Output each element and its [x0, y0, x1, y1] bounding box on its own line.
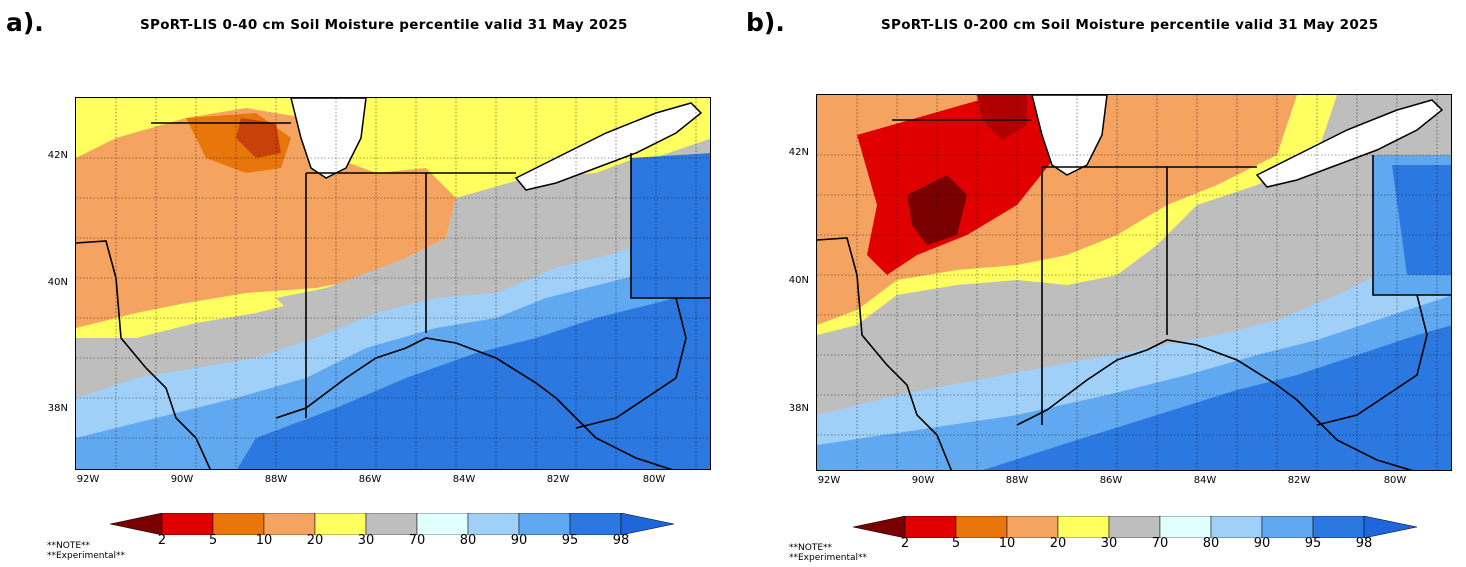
colorbar-tick: 5 — [208, 533, 218, 548]
colorbar-swatch-6 — [1159, 515, 1212, 539]
colorbar-swatch-0 — [109, 512, 163, 536]
colorbar-swatch-5 — [365, 512, 418, 536]
colorbar-tick: 20 — [1049, 536, 1067, 551]
lat-label-42n: 42N — [47, 150, 68, 161]
colorbar-swatch-1 — [161, 512, 214, 536]
panel-b: b). SPoRT-LIS 0-200 cm Soil Moisture per… — [741, 0, 1466, 567]
colorbar-swatch-10 — [1363, 515, 1418, 539]
colorbar-tick: 80 — [1202, 536, 1220, 551]
note-line: **NOTE** — [47, 541, 91, 551]
colorbar-swatch-4 — [1057, 515, 1110, 539]
colorbar-swatch-0 — [852, 515, 906, 539]
lon-label-86w: 86W — [358, 474, 382, 485]
map-title: SPoRT-LIS 0-200 cm Soil Moisture percent… — [881, 17, 1379, 33]
colorbar-tick: 95 — [1304, 536, 1322, 551]
colorbar-swatch-2 — [955, 515, 1008, 539]
experimental-note: **NOTE** **Experimental** — [47, 541, 125, 561]
colorbar — [109, 512, 675, 540]
colorbar-swatch-9 — [569, 512, 622, 536]
colorbar-tick: 95 — [561, 533, 579, 548]
colorbar — [852, 515, 1418, 543]
lon-label-82w: 82W — [546, 474, 570, 485]
colorbar-swatch-7 — [1210, 515, 1263, 539]
lat-label-38n: 38N — [47, 403, 68, 414]
lon-label-86w: 86W — [1099, 475, 1123, 486]
map-canvas — [76, 98, 710, 469]
colorbar-tick: 5 — [951, 536, 961, 551]
panel-a: a). SPoRT-LIS 0-40 cm Soil Moisture perc… — [6, 8, 711, 561]
colorbar-swatch-3 — [263, 512, 316, 536]
lon-label-80w: 80W — [642, 474, 666, 485]
colorbar-swatch-7 — [467, 512, 520, 536]
colorbar-tick: 30 — [1100, 536, 1118, 551]
colorbar-swatch-4 — [314, 512, 367, 536]
lat-label-42n: 42N — [788, 147, 809, 158]
soil-moisture-map — [816, 94, 1452, 471]
experimental-note: **NOTE** **Experimental** — [789, 543, 867, 563]
map-title: SPoRT-LIS 0-40 cm Soil Moisture percenti… — [140, 17, 628, 33]
colorbar-svg — [109, 512, 675, 536]
colorbar-swatch-2 — [212, 512, 265, 536]
colorbar-swatch-9 — [1312, 515, 1365, 539]
colorbar-tick: 10 — [255, 533, 273, 548]
note-line: **NOTE** — [789, 543, 833, 553]
colorbar-swatch-3 — [1006, 515, 1059, 539]
lon-label-82w: 82W — [1287, 475, 1311, 486]
lon-label-88w: 88W — [264, 474, 288, 485]
lat-label-38n: 38N — [788, 403, 809, 414]
panel-label: a). — [6, 8, 44, 37]
colorbar-tick: 98 — [1355, 536, 1373, 551]
colorbar-tick: 2 — [900, 536, 910, 551]
lat-label-40n: 40N — [47, 277, 68, 288]
colorbar-tick: 90 — [510, 533, 528, 548]
colorbar-svg — [852, 515, 1418, 539]
soil-moisture-map — [75, 97, 711, 470]
lon-label-90w: 90W — [911, 475, 935, 486]
colorbar-swatch-8 — [1261, 515, 1314, 539]
map-canvas — [817, 95, 1451, 470]
colorbar-tick: 30 — [357, 533, 375, 548]
panel-label: b). — [746, 8, 785, 37]
colorbar-tick: 70 — [408, 533, 426, 548]
note-line: **Experimental** — [789, 553, 868, 563]
colorbar-tick: 20 — [306, 533, 324, 548]
colorbar-swatch-10 — [620, 512, 675, 536]
colorbar-swatch-1 — [904, 515, 957, 539]
colorbar-tick: 80 — [459, 533, 477, 548]
colorbar-tick: 10 — [998, 536, 1016, 551]
note-line: **Experimental** — [47, 551, 126, 561]
lon-label-92w: 92W — [76, 474, 100, 485]
colorbar-tick: 90 — [1253, 536, 1271, 551]
colorbar-tick: 98 — [612, 533, 630, 548]
lon-label-84w: 84W — [1193, 475, 1217, 486]
lon-label-80w: 80W — [1383, 475, 1407, 486]
colorbar-tick: 2 — [157, 533, 167, 548]
lat-label-40n: 40N — [788, 275, 809, 286]
lon-label-88w: 88W — [1005, 475, 1029, 486]
colorbar-tick: 70 — [1151, 536, 1169, 551]
lon-label-90w: 90W — [170, 474, 194, 485]
colorbar-swatch-5 — [1108, 515, 1161, 539]
lon-label-92w: 92W — [817, 475, 841, 486]
lon-label-84w: 84W — [452, 474, 476, 485]
colorbar-swatch-8 — [518, 512, 571, 536]
colorbar-swatch-6 — [416, 512, 469, 536]
